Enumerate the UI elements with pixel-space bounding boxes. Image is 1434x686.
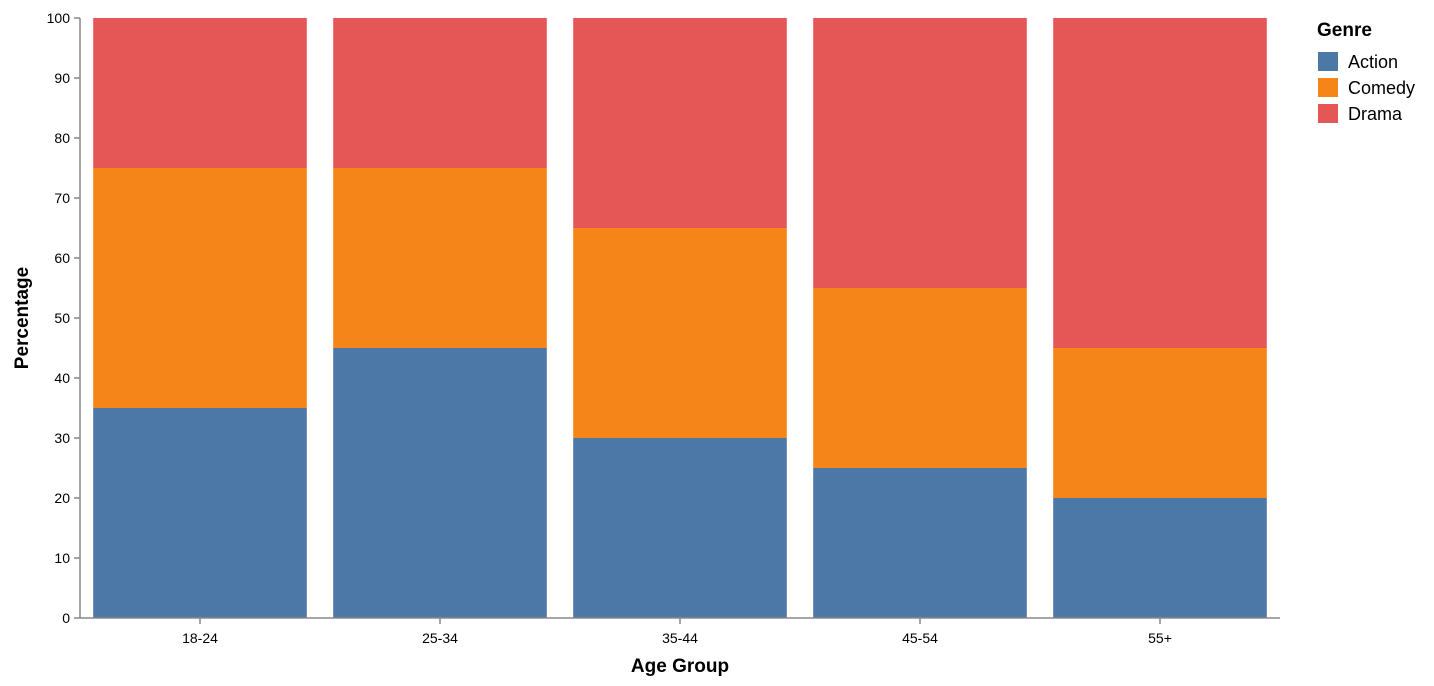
y-tick-label: 70 <box>54 190 70 206</box>
y-tick-label: 80 <box>54 130 70 146</box>
bar-comedy-35-44 <box>573 228 787 438</box>
bar-drama-25-34 <box>333 18 547 168</box>
x-tick-label: 25-34 <box>422 630 458 646</box>
x-axis: 18-24 25-34 35-44 45-54 55+ <box>80 617 1280 646</box>
legend-swatch-comedy <box>1318 78 1338 97</box>
bar-action-35-44 <box>573 438 787 618</box>
legend-label-action: Action <box>1348 52 1398 72</box>
y-tick-label: 90 <box>54 70 70 86</box>
bar-action-18-24 <box>93 408 307 618</box>
y-tick-label: 40 <box>54 370 70 386</box>
bar-action-55+ <box>1053 498 1267 618</box>
x-tick-label: 45-54 <box>902 630 938 646</box>
bars-layer <box>93 18 1267 618</box>
legend-label-comedy: Comedy <box>1348 78 1415 98</box>
y-axis-title: Percentage <box>12 267 33 369</box>
bar-drama-18-24 <box>93 18 307 168</box>
legend: Genre Action Comedy Drama <box>1317 20 1415 124</box>
bar-drama-55+ <box>1053 18 1267 348</box>
legend-label-drama: Drama <box>1348 104 1403 124</box>
y-tick-label: 50 <box>54 310 70 326</box>
bar-comedy-25-34 <box>333 168 547 348</box>
bar-comedy-18-24 <box>93 168 307 408</box>
bar-drama-35-44 <box>573 18 787 228</box>
y-tick-label: 20 <box>54 490 70 506</box>
bar-action-25-34 <box>333 348 547 618</box>
x-axis-title: Age Group <box>631 656 729 677</box>
bar-drama-45-54 <box>813 18 1027 288</box>
legend-title: Genre <box>1317 20 1372 41</box>
bar-comedy-45-54 <box>813 288 1027 468</box>
y-axis: 0 10 20 30 40 50 60 70 80 90 100 <box>47 10 81 626</box>
x-tick-label: 55+ <box>1148 630 1172 646</box>
legend-swatch-drama <box>1318 104 1338 123</box>
bar-action-45-54 <box>813 468 1027 618</box>
x-tick-label: 35-44 <box>662 630 698 646</box>
y-tick-label: 100 <box>47 10 71 26</box>
legend-swatch-action <box>1318 52 1338 71</box>
y-tick-label: 10 <box>54 550 70 566</box>
y-tick-label: 60 <box>54 250 70 266</box>
y-tick-label: 30 <box>54 430 70 446</box>
y-tick-label: 0 <box>62 610 70 626</box>
x-tick-label: 18-24 <box>182 630 218 646</box>
bar-comedy-55+ <box>1053 348 1267 498</box>
